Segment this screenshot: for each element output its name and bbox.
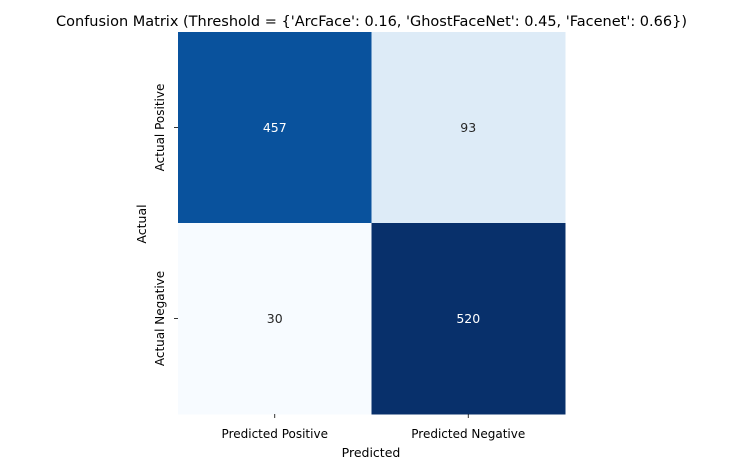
y-tick-label: Actual Positive [153,84,167,172]
heatmap-cell-r1-c1 [371,223,566,415]
x-tick-label: Predicted Negative [411,427,525,441]
chart-title: Confusion Matrix (Threshold = {'ArcFace'… [56,14,687,30]
heatmap-cell-r0-c1 [371,32,566,224]
y-axis-label: Actual [134,204,149,243]
cell-value-label: 30 [267,311,283,326]
x-tick-label: Predicted Positive [222,427,328,441]
cell-value-label: 520 [456,311,480,326]
heatmap-cell-r1-c0 [178,223,372,415]
y-tick-label: Actual Negative [153,271,167,366]
heatmap-cell-r0-c0 [178,32,372,224]
heatmap-cells: 457 93 30 520 [178,32,566,415]
cell-value-label: 457 [263,120,287,135]
x-axis-label: Predicted [342,445,401,460]
y-axis-ticks: Actual Positive Actual Negative [153,84,178,366]
cell-value-label: 93 [460,120,476,135]
x-axis-ticks: Predicted Positive Predicted Negative [222,414,525,441]
